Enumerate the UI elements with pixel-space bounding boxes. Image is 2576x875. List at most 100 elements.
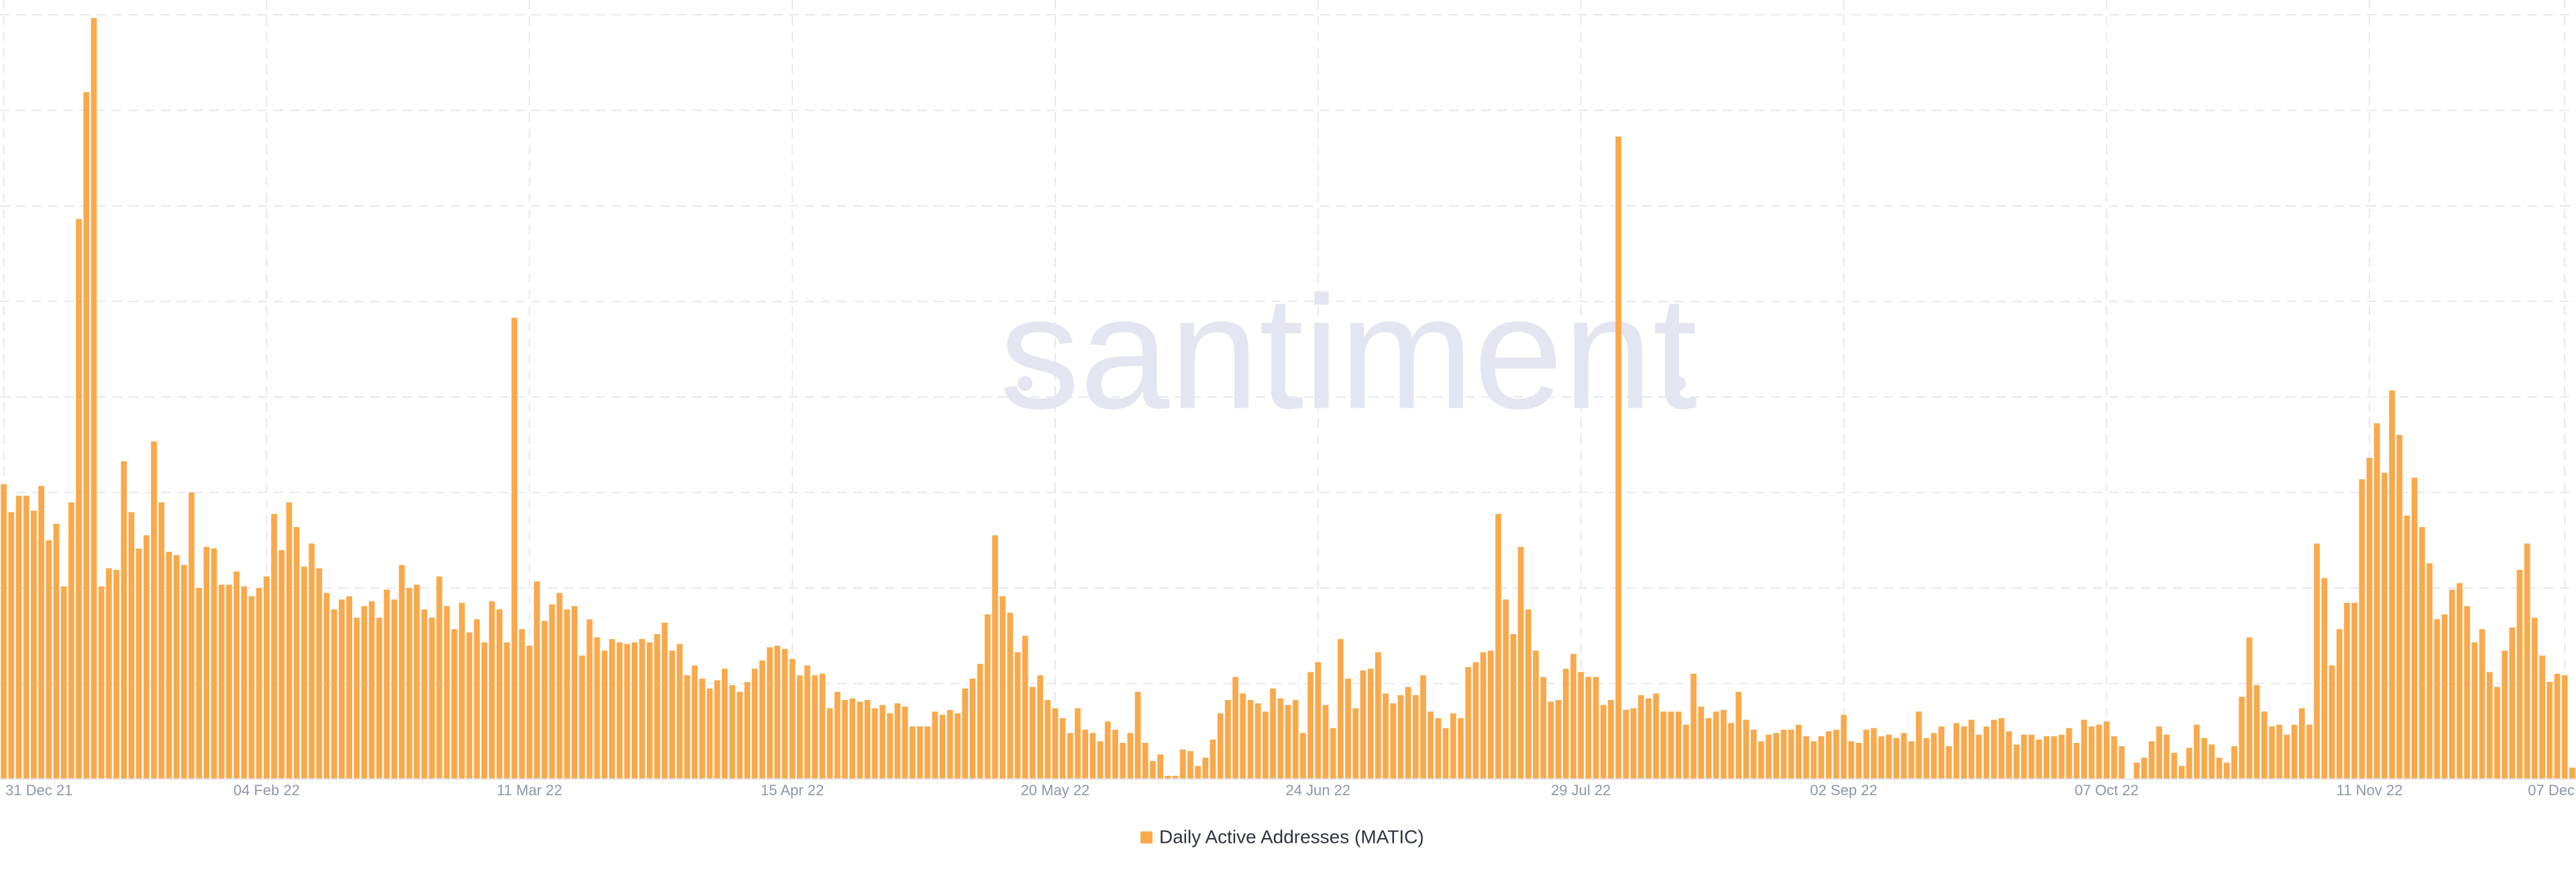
bar [1187, 751, 1193, 779]
bar [1743, 719, 1750, 779]
bar [1007, 612, 1014, 779]
bar [2464, 606, 2471, 779]
bar [1022, 636, 1028, 779]
bar [1217, 713, 1224, 779]
bar [376, 618, 382, 779]
bar [1773, 733, 1780, 779]
bar [1307, 672, 1313, 779]
bar [166, 551, 172, 779]
bar [864, 700, 871, 779]
bar [1682, 724, 1689, 779]
bar [2074, 742, 2080, 779]
bar [2284, 734, 2290, 779]
bar [857, 701, 863, 779]
bar [676, 644, 683, 779]
bar [98, 586, 105, 779]
bar [23, 495, 30, 779]
bar [1585, 677, 1592, 779]
bar [1938, 726, 1945, 779]
bar [1089, 733, 1096, 779]
bar [594, 637, 600, 779]
bar [2088, 726, 2095, 779]
x-tick-label: 31 Dec 21 [5, 782, 72, 799]
bar [451, 629, 458, 779]
bar [1646, 698, 1652, 779]
bar [2149, 741, 2155, 779]
bar [1525, 609, 1532, 779]
bar [669, 650, 676, 779]
bar [1578, 672, 1584, 779]
bar [1503, 599, 1509, 779]
bar [1458, 718, 1464, 779]
bar [2178, 766, 2185, 779]
bar [1263, 711, 1269, 779]
bar [1608, 700, 1614, 779]
x-axis: 31 Dec 21 04 Feb 22 11 Mar 22 15 Apr 22 20 M… [0, 778, 2576, 799]
bar [2231, 746, 2237, 779]
bar [572, 606, 578, 779]
bar [1705, 718, 1712, 779]
bar [2224, 762, 2230, 779]
bar [196, 587, 203, 779]
legend: Daily Active Addresses (MATIC) [1140, 826, 1424, 847]
bar [2426, 563, 2433, 779]
bar [579, 655, 586, 779]
watermark: santiment [1000, 262, 1698, 442]
bar [2419, 527, 2425, 779]
bar [2163, 734, 2170, 779]
bar [1292, 700, 1299, 779]
bar [1142, 742, 1148, 779]
bar [368, 601, 375, 779]
bar [1990, 719, 1997, 779]
bar [2096, 724, 2102, 779]
bar [1037, 675, 1043, 779]
bar [819, 673, 826, 779]
bar [2021, 734, 2027, 779]
bar [83, 92, 90, 780]
bar [256, 587, 262, 779]
bar [1300, 733, 1306, 779]
bar [53, 524, 60, 779]
bar [564, 609, 570, 779]
bar [2058, 734, 2065, 779]
bar [211, 548, 217, 779]
bar [1758, 741, 1764, 779]
bar [309, 543, 315, 779]
bar [1517, 546, 1524, 779]
bar [1841, 715, 1847, 779]
bar [1390, 703, 1397, 779]
bar [1638, 695, 1644, 779]
bar [278, 550, 285, 779]
bar [759, 660, 765, 779]
bar [2539, 655, 2545, 779]
bar [894, 703, 901, 779]
bar [2336, 629, 2343, 779]
x-tick-label: 29 Jul 22 [1551, 782, 1611, 799]
bar [323, 593, 330, 779]
bar [91, 17, 97, 779]
bar [1750, 730, 1757, 779]
bar [647, 642, 653, 779]
bar [826, 708, 833, 779]
bar [1375, 652, 1381, 779]
bar [436, 576, 443, 779]
x-tick-label: 20 May 22 [1021, 782, 1090, 799]
bar [556, 593, 563, 779]
bar [1000, 596, 1006, 779]
bar [1254, 703, 1261, 779]
bar [1428, 711, 1434, 779]
bar [1690, 673, 1697, 779]
x-tick-label: 15 Apr 22 [761, 782, 824, 799]
bar [1232, 677, 1238, 779]
bar [2186, 748, 2192, 779]
bar [834, 691, 841, 779]
bar [2111, 736, 2117, 779]
bar [541, 621, 548, 779]
bar [1360, 670, 1366, 779]
bar [2554, 673, 2561, 779]
bar [1540, 677, 1547, 779]
bar [519, 629, 525, 779]
bar [413, 585, 420, 779]
bar [1668, 711, 1674, 779]
